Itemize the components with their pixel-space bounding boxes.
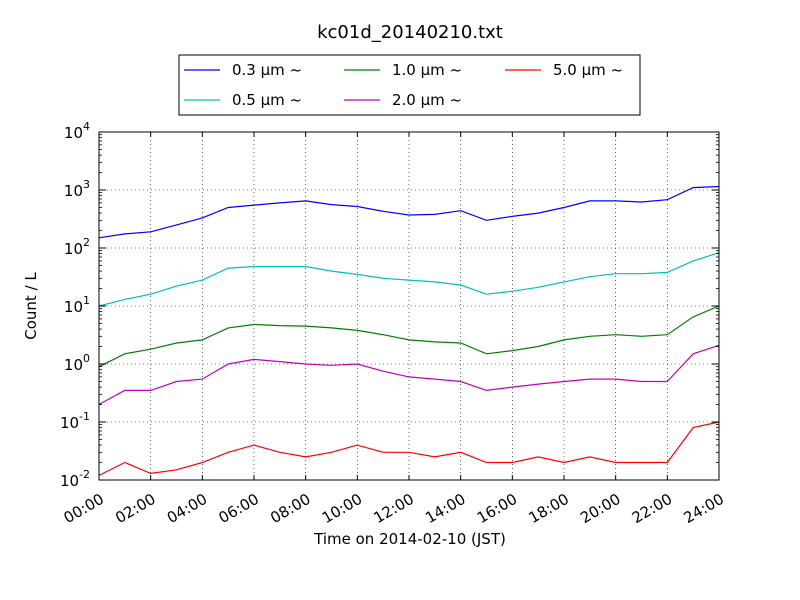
- chart-title: kc01d_20140210.txt: [317, 22, 503, 43]
- x-tick-label: 14:00: [422, 490, 468, 527]
- legend: 0.3 μm ~ 0.5 μm ~ 1.0 μm ~ 2.0 μm ~ 5.0 μm ~: [178, 54, 641, 116]
- x-tick-label: 20:00: [577, 490, 623, 527]
- x-tick-label: 04:00: [164, 490, 210, 527]
- legend-label: 0.3 μm ~: [232, 61, 302, 79]
- tick-labels: 00:00 02:00 04:00 06:00 08:00 10:00 12:00 14:00…: [60, 120, 727, 527]
- y-tick-label: 103: [64, 178, 90, 200]
- y-tick-label: 100: [64, 352, 90, 374]
- x-tick-label: 06:00: [216, 490, 262, 527]
- series-line: [98, 421, 720, 476]
- series-line: [98, 252, 720, 307]
- y-tick-label: 10-2: [60, 468, 90, 490]
- series-line: [98, 344, 720, 406]
- y-tick-label: 102: [64, 236, 90, 258]
- legend-label: 1.0 μm ~: [392, 61, 462, 79]
- y-tick-label: 104: [64, 120, 90, 142]
- y-tick-label: 101: [64, 294, 90, 316]
- x-tick-label: 12:00: [371, 490, 417, 527]
- legend-label: 0.5 μm ~: [232, 91, 302, 109]
- plot-area: [98, 185, 720, 476]
- series-line: [98, 305, 720, 368]
- x-tick-label: 16:00: [474, 490, 520, 527]
- x-axis-label: Time on 2014-02-10 (JST): [313, 530, 506, 548]
- x-tick-label: 00:00: [61, 490, 107, 527]
- y-axis-label: Count / L: [22, 272, 40, 340]
- x-tick-label: 22:00: [629, 490, 675, 527]
- x-tick-label: 02:00: [112, 490, 158, 527]
- x-tick-label: 24:00: [681, 490, 727, 527]
- x-tick-label: 10:00: [319, 490, 365, 527]
- y-tick-label: 10-1: [60, 410, 90, 432]
- axis-ticks: [98, 131, 720, 481]
- legend-label: 5.0 μm ~: [553, 61, 623, 79]
- series-line: [98, 185, 720, 239]
- grid: [99, 132, 719, 480]
- x-tick-label: 18:00: [526, 490, 572, 527]
- legend-label: 2.0 μm ~: [392, 91, 462, 109]
- legend-box: [178, 54, 641, 116]
- x-tick-label: 08:00: [267, 490, 313, 527]
